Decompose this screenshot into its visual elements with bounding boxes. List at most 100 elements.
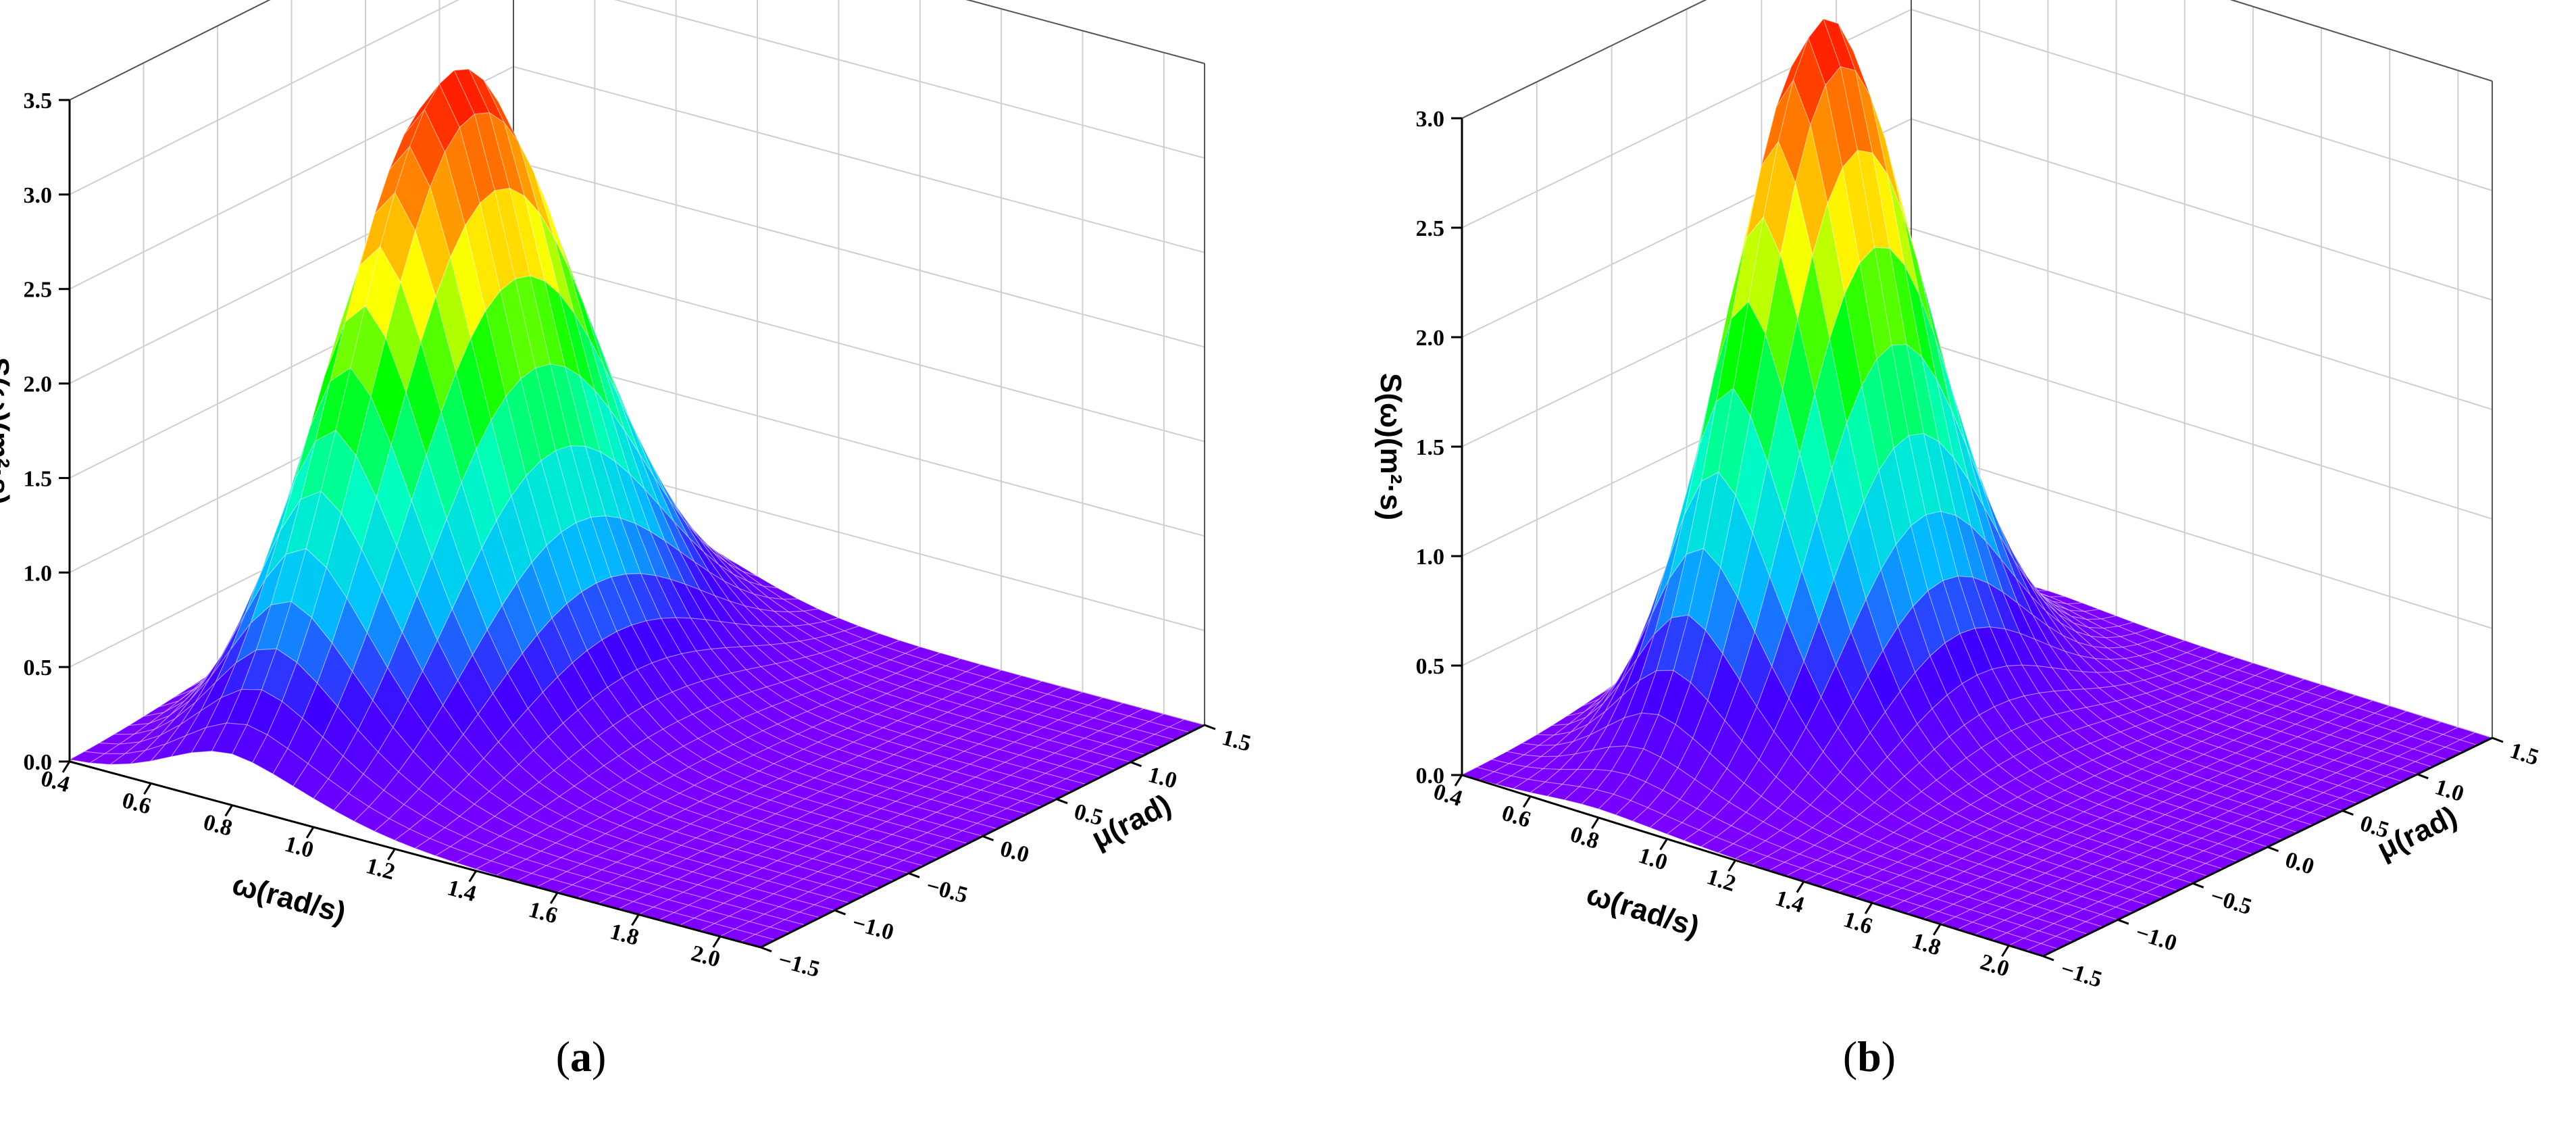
x-tick-label: 0.8 — [201, 809, 235, 841]
x-tick-mark — [468, 870, 478, 882]
x-tick-mark — [1591, 817, 1600, 829]
y-tick-mark — [2192, 882, 2204, 889]
z-tick-label: 3.0 — [24, 183, 53, 208]
y-tick-mark — [2492, 737, 2504, 743]
x-tick-label: 1.2 — [363, 853, 398, 885]
x-tick-label: 0.8 — [1567, 822, 1602, 854]
y-axis-title: μ(rad) — [2372, 799, 2463, 866]
y-tick-mark — [760, 946, 772, 953]
z-axis-title: S(ω)(m²·s) — [0, 357, 15, 504]
y-tick-mark — [982, 835, 994, 841]
y-tick-mark — [1130, 761, 1142, 768]
x-tick-label: 1.0 — [1636, 843, 1671, 876]
z-tick-label: 1.5 — [1416, 435, 1445, 460]
z-tick-label: 2.5 — [1416, 216, 1445, 241]
x-tick-label: 0.6 — [1499, 801, 1534, 833]
panel-caption: (a) — [556, 1032, 607, 1080]
y-tick-mark — [908, 872, 920, 878]
chart-panel-b: 0.0 0.5 1.0 1.5 2.0 2.5 3.0 0.4 0.6 0.8 1.0 1.2 1.4 1… — [1288, 0, 2576, 1121]
wall-edge — [1461, 0, 1707, 119]
surface-chart-a: 0.0 0.5 1.0 1.5 2.0 2.5 3.0 3.5 0.4 0.6 0.8 1.0 1.2 1… — [0, 0, 1254, 1080]
y-tick-label: −0.5 — [2207, 884, 2254, 920]
y-tick-mark — [1056, 798, 1068, 805]
x-axis-title: ω(rad/s) — [1583, 878, 1703, 944]
surface-mesh — [68, 68, 1206, 948]
y-tick-label: −1.5 — [776, 947, 822, 982]
x-tick-label: 2.0 — [1977, 949, 2013, 982]
x-tick-mark — [549, 892, 559, 904]
y-tick-mark — [2042, 955, 2054, 962]
x-tick-label: 1.4 — [1772, 886, 1807, 918]
y-tick-mark — [2267, 846, 2279, 852]
x-tick-mark — [2001, 945, 2010, 957]
x-tick-mark — [1659, 838, 1668, 851]
y-tick-label: −1.0 — [2132, 920, 2179, 956]
x-tick-mark — [1522, 795, 1532, 808]
x-tick-mark — [1454, 774, 1463, 787]
z-tick-label: 0.5 — [24, 655, 53, 680]
z-tick-label: 2.0 — [24, 372, 53, 397]
x-tick-label: 1.8 — [1909, 928, 1944, 961]
z-tick-label: 0.0 — [1416, 764, 1445, 789]
z-tick-label: 3.5 — [24, 89, 53, 114]
x-tick-mark — [631, 914, 640, 926]
z-tick-label: 1.5 — [24, 466, 53, 491]
x-tick-mark — [1727, 860, 1736, 872]
y-tick-label: 1.5 — [1219, 725, 1254, 757]
z-tick-label: 0.0 — [24, 750, 53, 775]
x-tick-mark — [712, 936, 722, 948]
y-tick-mark — [1204, 724, 1216, 730]
x-tick-mark — [305, 826, 315, 839]
chart-panel-a: 0.0 0.5 1.0 1.5 2.0 2.5 3.0 3.5 0.4 0.6 0.8 1.0 1.2 1… — [0, 0, 1254, 1080]
x-tick-label: 1.6 — [1840, 907, 1875, 939]
axes: 0.0 0.5 1.0 1.5 2.0 2.5 3.0 3.5 0.4 0.6 0.8 1.0 1.2 1… — [0, 89, 1254, 982]
x-tick-mark — [1932, 923, 1942, 936]
y-tick-mark — [2117, 918, 2129, 925]
x-tick-label: 1.8 — [607, 919, 642, 951]
plot-area: 0.0 0.5 1.0 1.5 2.0 2.5 3.0 3.5 0.4 0.6 0.8 1.0 1.2 1… — [0, 0, 1254, 982]
y-axis-title: μ(rad) — [1086, 788, 1176, 855]
x-tick-mark — [1796, 880, 1805, 893]
z-tick-label: 1.0 — [24, 561, 53, 586]
wall-edge — [965, 0, 1205, 64]
plot-area: 0.0 0.5 1.0 1.5 2.0 2.5 3.0 0.4 0.6 0.8 1.0 1.2 1.4 1… — [1374, 0, 2542, 993]
y-tick-label: −1.5 — [2058, 956, 2105, 993]
y-tick-label: 1.5 — [2507, 738, 2542, 770]
y-tick-label: 0.0 — [2282, 847, 2317, 880]
y-tick-mark — [2417, 773, 2429, 780]
x-tick-mark — [387, 848, 396, 861]
x-tick-label: 0.4 — [1430, 779, 1465, 812]
wall-edge — [2229, 0, 2493, 82]
z-axis-title: S(ω)(m²·s) — [1374, 373, 1407, 520]
z-tick-label: 0.5 — [1416, 654, 1445, 679]
wall-grid-line — [69, 0, 1205, 195]
x-tick-label: 2.0 — [688, 941, 723, 972]
y-tick-label: −0.5 — [924, 873, 970, 908]
x-tick-mark — [61, 761, 71, 773]
x-tick-label: 1.2 — [1704, 864, 1739, 897]
x-tick-mark — [143, 782, 152, 795]
panel-caption: (b) — [1843, 1032, 1896, 1080]
x-tick-label: 1.4 — [445, 875, 479, 907]
y-tick-label: −1.0 — [849, 910, 896, 945]
x-tick-mark — [224, 804, 233, 817]
z-tick-label: 3.0 — [1416, 107, 1445, 132]
y-tick-label: 0.0 — [997, 836, 1032, 868]
z-tick-label: 2.0 — [1416, 326, 1445, 351]
x-tick-label: 1.0 — [282, 832, 316, 864]
y-tick-mark — [2342, 809, 2354, 816]
y-tick-mark — [834, 909, 847, 916]
wall-edge — [69, 0, 271, 101]
x-axis-title: ω(rad/s) — [229, 868, 349, 930]
x-tick-label: 0.6 — [120, 788, 154, 820]
y-tick-label: 1.0 — [2432, 774, 2467, 807]
z-tick-label: 2.5 — [24, 278, 53, 303]
surface-chart-b: 0.0 0.5 1.0 1.5 2.0 2.5 3.0 0.4 0.6 0.8 1.0 1.2 1.4 1… — [1374, 0, 2542, 1080]
z-tick-label: 1.0 — [1416, 545, 1445, 570]
y-tick-label: 1.0 — [1145, 762, 1180, 794]
x-axis-line — [1461, 774, 2044, 957]
x-tick-mark — [1864, 902, 1873, 914]
x-tick-label: 1.6 — [526, 897, 561, 929]
x-tick-label: 0.4 — [38, 766, 72, 797]
x-axis-line — [69, 760, 761, 949]
